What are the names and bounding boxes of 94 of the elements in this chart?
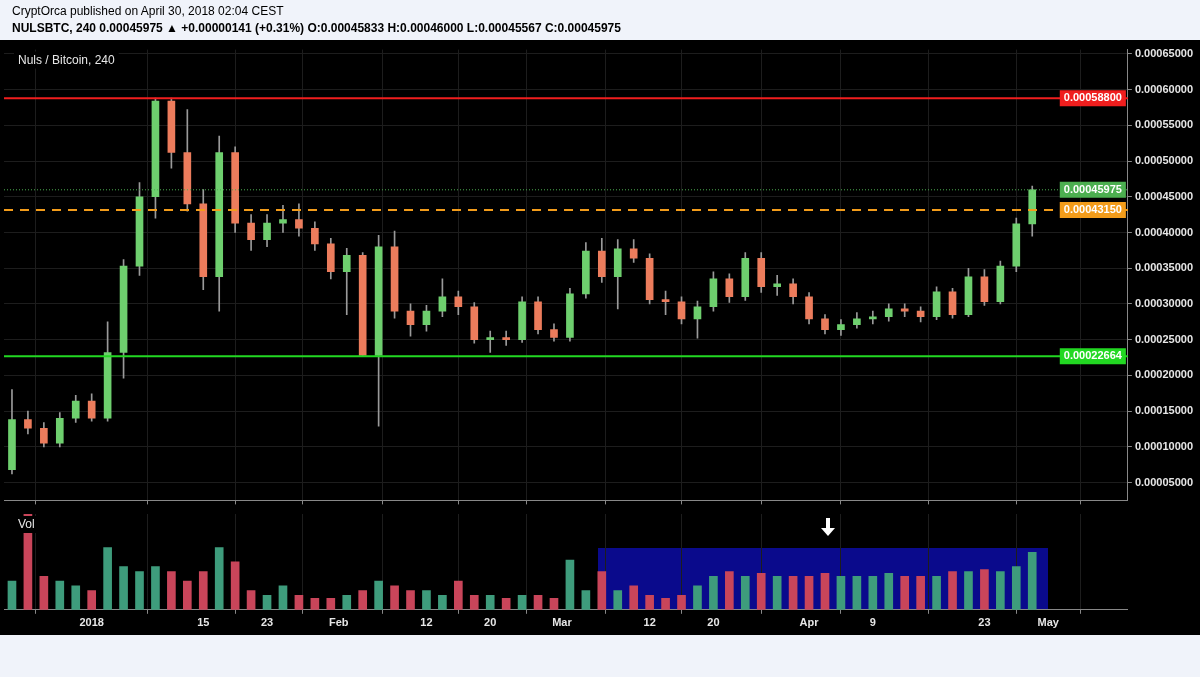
ref-line-label: 0.00058800 — [1063, 91, 1122, 104]
y-tick-label: 0.00040000 — [1134, 225, 1194, 238]
chart-title: Vol — [18, 517, 35, 532]
y-tick-label: 0.00055000 — [1134, 118, 1194, 131]
x-tick-label: May — [1037, 616, 1060, 629]
x-tick-label: 23 — [978, 616, 991, 629]
bar — [119, 566, 128, 610]
bar — [374, 580, 383, 610]
y-tick-label: 0.00015000 — [1134, 404, 1194, 417]
x-tick-label: 12 — [420, 616, 433, 629]
chart-subtitle: NULSBTC, 240 0.00045975 ▲ +0.00000141 (+0.31%) O:0.00045833 H:0.00046000 L:0.00045567 C:0.00045975 — [12, 20, 622, 37]
y-tick-label: 0.00025000 — [1134, 332, 1194, 345]
bar — [151, 566, 160, 610]
bar — [645, 595, 654, 610]
x-tick-label: Apr — [799, 616, 820, 629]
bar — [613, 590, 623, 610]
bar — [55, 580, 65, 610]
x-tick-label: 15 — [197, 616, 210, 629]
y-tick-label: 0.00030000 — [1134, 296, 1194, 309]
bar — [198, 571, 208, 610]
chart-title: Nuls / Bitcoin, 240 — [18, 52, 116, 67]
candlestick — [868, 310, 877, 325]
y-tick-label: 0.00035000 — [1134, 261, 1194, 274]
bar — [87, 590, 97, 610]
bar — [135, 571, 144, 610]
x-tick-label: Feb — [328, 616, 349, 629]
bar — [183, 580, 192, 610]
bar — [740, 575, 750, 610]
bar — [804, 575, 814, 610]
bar — [438, 595, 447, 610]
bar — [772, 575, 782, 610]
bar — [390, 585, 399, 610]
y-tick-label: 0.00060000 — [1134, 82, 1194, 95]
x-tick-label: 20 — [484, 616, 497, 629]
bar — [788, 575, 798, 610]
bar — [167, 571, 176, 610]
bar — [948, 571, 957, 610]
bar — [884, 573, 894, 610]
bar — [581, 590, 591, 610]
bar — [246, 590, 256, 610]
y-tick-label: 0.00005000 — [1134, 475, 1194, 488]
candlestick — [279, 205, 287, 233]
ref-line-label: 0.00043150 — [1063, 203, 1122, 216]
bar — [916, 575, 925, 610]
bar — [756, 573, 766, 610]
bar — [39, 575, 49, 610]
y-tick-label: 0.00050000 — [1134, 154, 1194, 167]
bar — [709, 575, 718, 610]
text: CryptOrca published on April 30, 2018 02:04 CEST — [12, 3, 285, 20]
bar — [900, 575, 910, 610]
bar — [358, 590, 368, 610]
y-tick-label: 0.00020000 — [1134, 368, 1194, 381]
bar — [1011, 566, 1021, 610]
candlestick — [342, 247, 351, 315]
bar — [103, 547, 112, 610]
bar — [932, 575, 941, 610]
bar — [342, 595, 352, 610]
candlestick — [486, 330, 495, 353]
bar — [629, 585, 639, 610]
bar — [230, 561, 240, 610]
bar — [868, 575, 878, 610]
bar — [1027, 551, 1037, 610]
bar — [326, 597, 336, 610]
bar — [422, 590, 431, 610]
bar — [71, 585, 81, 610]
bar — [725, 571, 734, 610]
bar — [661, 597, 670, 610]
bar — [964, 571, 973, 610]
y-tick-label: 0.00010000 — [1134, 439, 1194, 452]
bar — [406, 590, 415, 610]
bar — [996, 571, 1005, 610]
x-tick-label: Mar — [552, 616, 573, 629]
y-tick-label: 0.00065000 — [1134, 46, 1194, 59]
bar — [677, 595, 686, 610]
bar — [485, 595, 495, 610]
x-tick-label: 12 — [643, 616, 656, 629]
bar — [454, 580, 463, 610]
bar — [597, 571, 607, 610]
bar — [836, 575, 846, 610]
candlestick — [502, 330, 510, 346]
x-tick-label: 23 — [260, 616, 274, 629]
bar — [214, 547, 224, 610]
x-tick-label: 20 — [707, 616, 720, 629]
y-tick-label: 0.00045000 — [1134, 189, 1194, 202]
x-tick-label: 2018 — [79, 616, 104, 629]
ref-line-label: 0.00022664 — [1063, 349, 1123, 362]
bar — [980, 569, 989, 610]
x-tick-label: 9 — [869, 616, 876, 629]
ref-line-label: 0.00045975 — [1063, 182, 1122, 195]
bar — [693, 585, 702, 610]
bar — [820, 573, 830, 610]
bar — [469, 595, 479, 610]
bar — [565, 559, 575, 610]
bar — [852, 575, 862, 610]
